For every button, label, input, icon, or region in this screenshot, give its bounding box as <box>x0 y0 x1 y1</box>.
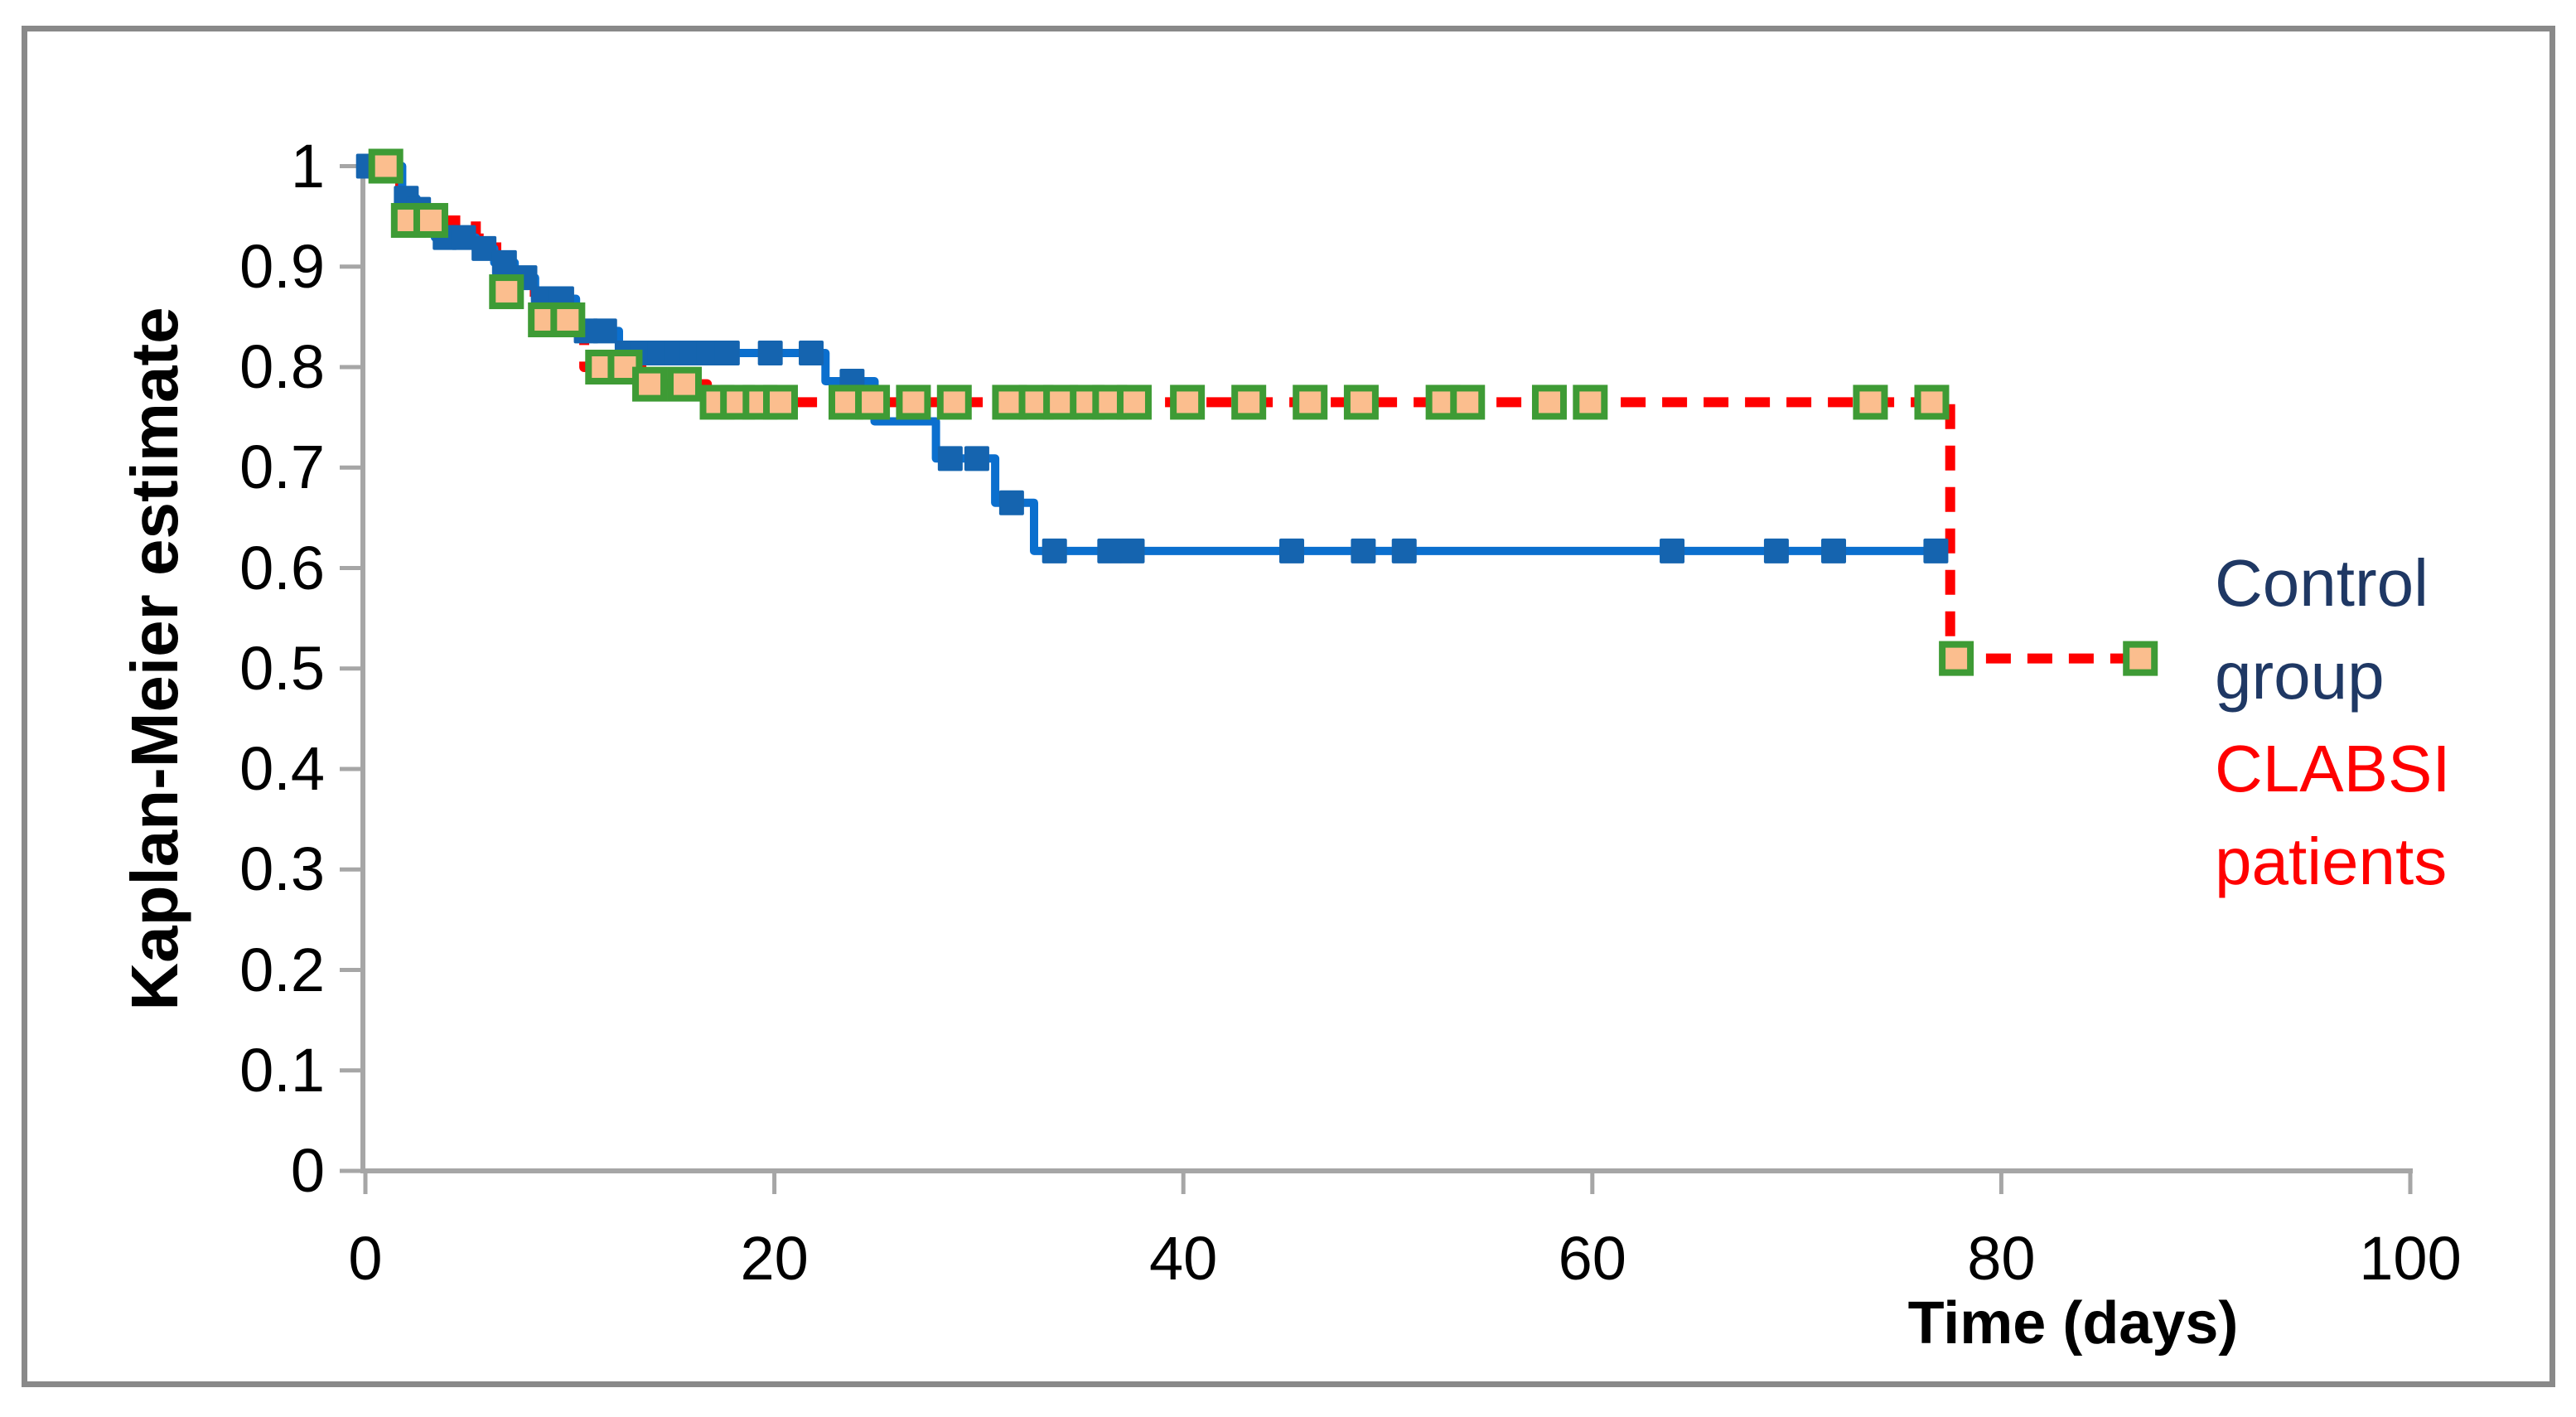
control-marker <box>937 446 963 472</box>
control-marker <box>714 341 740 366</box>
control-marker <box>799 341 824 366</box>
clabsi-marker <box>667 366 703 402</box>
legend-entry-control-group: Control group <box>2215 546 2429 713</box>
y-tick-label: 0.5 <box>239 633 325 703</box>
control-marker <box>1042 538 1067 563</box>
y-tick-label: 0.3 <box>239 834 325 904</box>
control-marker <box>1821 538 1847 563</box>
control-marker <box>1391 538 1417 563</box>
y-tick-label: 0.4 <box>239 734 325 803</box>
y-tick-label: 0 <box>290 1136 325 1205</box>
x-axis-title: Time (days) <box>1907 1290 2239 1357</box>
clabsi-marker <box>2123 641 2158 676</box>
clabsi-marker <box>936 384 972 420</box>
y-tick-label: 1 <box>290 131 325 201</box>
clabsi-marker <box>1853 384 1888 420</box>
legend: Control group CLABSI patients <box>2215 537 2571 908</box>
control-marker <box>1119 538 1145 563</box>
y-tick-label: 0.1 <box>239 1035 325 1105</box>
y-tick-label: 0.7 <box>239 433 325 502</box>
control-marker <box>1279 538 1305 563</box>
clabsi-marker <box>489 274 524 310</box>
x-tick-label: 100 <box>2359 1224 2462 1293</box>
clabsi-marker <box>1914 384 1950 420</box>
clabsi-marker <box>632 366 668 402</box>
control-marker <box>592 318 617 344</box>
clabsi-marker <box>550 302 586 338</box>
clabsi-marker <box>1116 384 1152 420</box>
clabsi-marker <box>1231 384 1267 420</box>
clabsi-marker <box>1170 384 1206 420</box>
control-marker <box>1097 538 1123 563</box>
x-tick-label: 40 <box>1149 1224 1218 1293</box>
y-tick-label: 0.2 <box>239 935 325 1004</box>
control-marker <box>1660 538 1685 563</box>
control-marker <box>1351 538 1376 563</box>
clabsi-marker <box>1939 641 1974 676</box>
clabsi-marker <box>1343 384 1379 420</box>
figure-border <box>22 26 2555 1387</box>
legend-entry-clabsi-patients: CLABSI patients <box>2215 732 2451 898</box>
control-marker <box>451 225 476 250</box>
control-marker <box>491 249 517 275</box>
control-marker <box>964 446 989 472</box>
x-tick-label: 60 <box>1558 1224 1626 1293</box>
x-tick-label: 0 <box>348 1224 383 1293</box>
control-marker <box>471 235 497 261</box>
clabsi-marker <box>413 202 448 238</box>
clabsi-marker <box>763 384 799 420</box>
y-tick-label: 0.8 <box>239 332 325 401</box>
y-tick-label: 0.6 <box>239 533 325 602</box>
clabsi-marker <box>1293 384 1328 420</box>
control-marker <box>1923 538 1949 563</box>
control-marker <box>1763 538 1789 563</box>
x-tick-label: 80 <box>1967 1224 2036 1293</box>
clabsi-marker <box>1573 384 1608 420</box>
control-marker <box>757 341 783 366</box>
clabsi-marker <box>896 384 931 420</box>
y-tick-label: 0.9 <box>239 231 325 301</box>
clabsi-marker <box>855 384 891 420</box>
control-marker <box>998 490 1024 515</box>
clabsi-marker <box>368 148 404 184</box>
clabsi-marker <box>1531 384 1567 420</box>
clabsi-marker <box>1450 384 1486 420</box>
x-tick-label: 20 <box>740 1224 809 1293</box>
